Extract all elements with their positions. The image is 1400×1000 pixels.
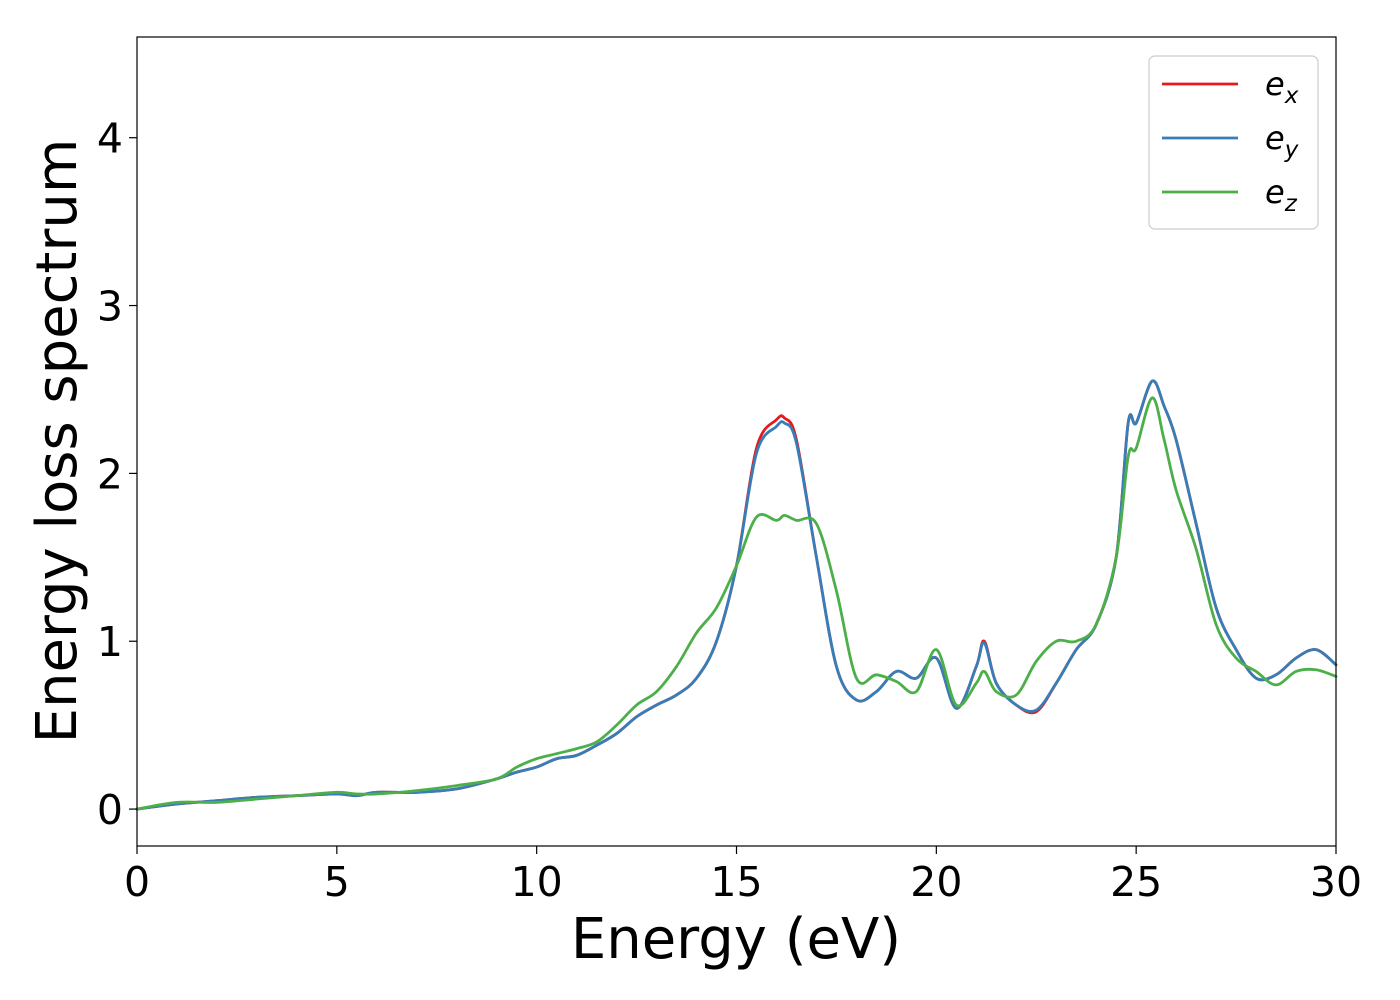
- x-tick-label: 10: [511, 858, 563, 906]
- y-tick-label: 2: [97, 450, 123, 498]
- series-layer: [135, 379, 1338, 811]
- y-tick-label: 1: [97, 618, 123, 666]
- y-axis: 0 1 2 3 4: [97, 115, 137, 834]
- y-axis-title: Energy loss spectrum: [25, 139, 90, 744]
- x-tick-label: 20: [910, 858, 962, 906]
- legend-label: ey: [1265, 119, 1299, 163]
- series-line-e-z: [135, 396, 1338, 811]
- x-tick-label: 25: [1110, 858, 1162, 906]
- legend-box: [1148, 55, 1319, 230]
- legend-label: ex: [1265, 65, 1299, 109]
- x-tick-label: 30: [1310, 858, 1362, 906]
- x-tick-label: 5: [324, 858, 350, 906]
- x-tick-label: 0: [124, 858, 150, 906]
- y-tick-label: 4: [97, 115, 123, 163]
- x-tick-label: 15: [710, 858, 762, 906]
- legend-label: ez: [1265, 173, 1298, 217]
- x-axis: 0 5 10 15 20 25 30: [124, 846, 1362, 906]
- plot-area: [137, 37, 1336, 846]
- y-tick-label: 3: [97, 283, 123, 331]
- legend: ex ey ez: [1148, 55, 1319, 230]
- y-tick-label: 0: [97, 786, 123, 834]
- x-axis-title: Energy (eV): [571, 907, 901, 972]
